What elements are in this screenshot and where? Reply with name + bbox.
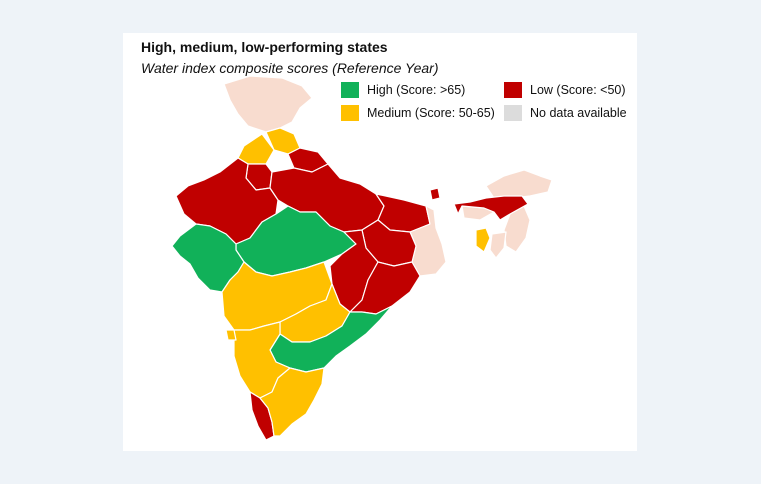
region-assam [453, 195, 529, 221]
region-tamil-nadu [259, 367, 325, 437]
region-tripura [475, 227, 491, 253]
region-west-bengal [409, 205, 447, 277]
figure-title: High, medium, low-performing states [141, 39, 388, 55]
region-arunachal [485, 169, 553, 199]
legend-low-label: Low (Score: <50) [530, 83, 626, 97]
legend-medium-label: Medium (Score: 50-65) [367, 106, 495, 120]
legend-high-label: High (Score: >65) [367, 83, 466, 97]
region-sikkim [429, 187, 441, 201]
legend-nodata-label: No data available [530, 106, 627, 120]
region-mizoram [489, 231, 507, 259]
legend-medium: Medium (Score: 50-65) [341, 105, 495, 121]
region-jammu-kashmir [223, 75, 313, 133]
legend-low: Low (Score: <50) [504, 82, 626, 98]
legend-high-swatch [341, 82, 359, 98]
legend-high: High (Score: >65) [341, 82, 465, 98]
legend-nodata: No data available [504, 105, 627, 121]
region-goa [225, 329, 237, 341]
legend-low-swatch [504, 82, 522, 98]
legend-medium-swatch [341, 105, 359, 121]
legend-nodata-swatch [504, 105, 522, 121]
figure-subtitle: Water index composite scores (Reference … [141, 60, 439, 76]
